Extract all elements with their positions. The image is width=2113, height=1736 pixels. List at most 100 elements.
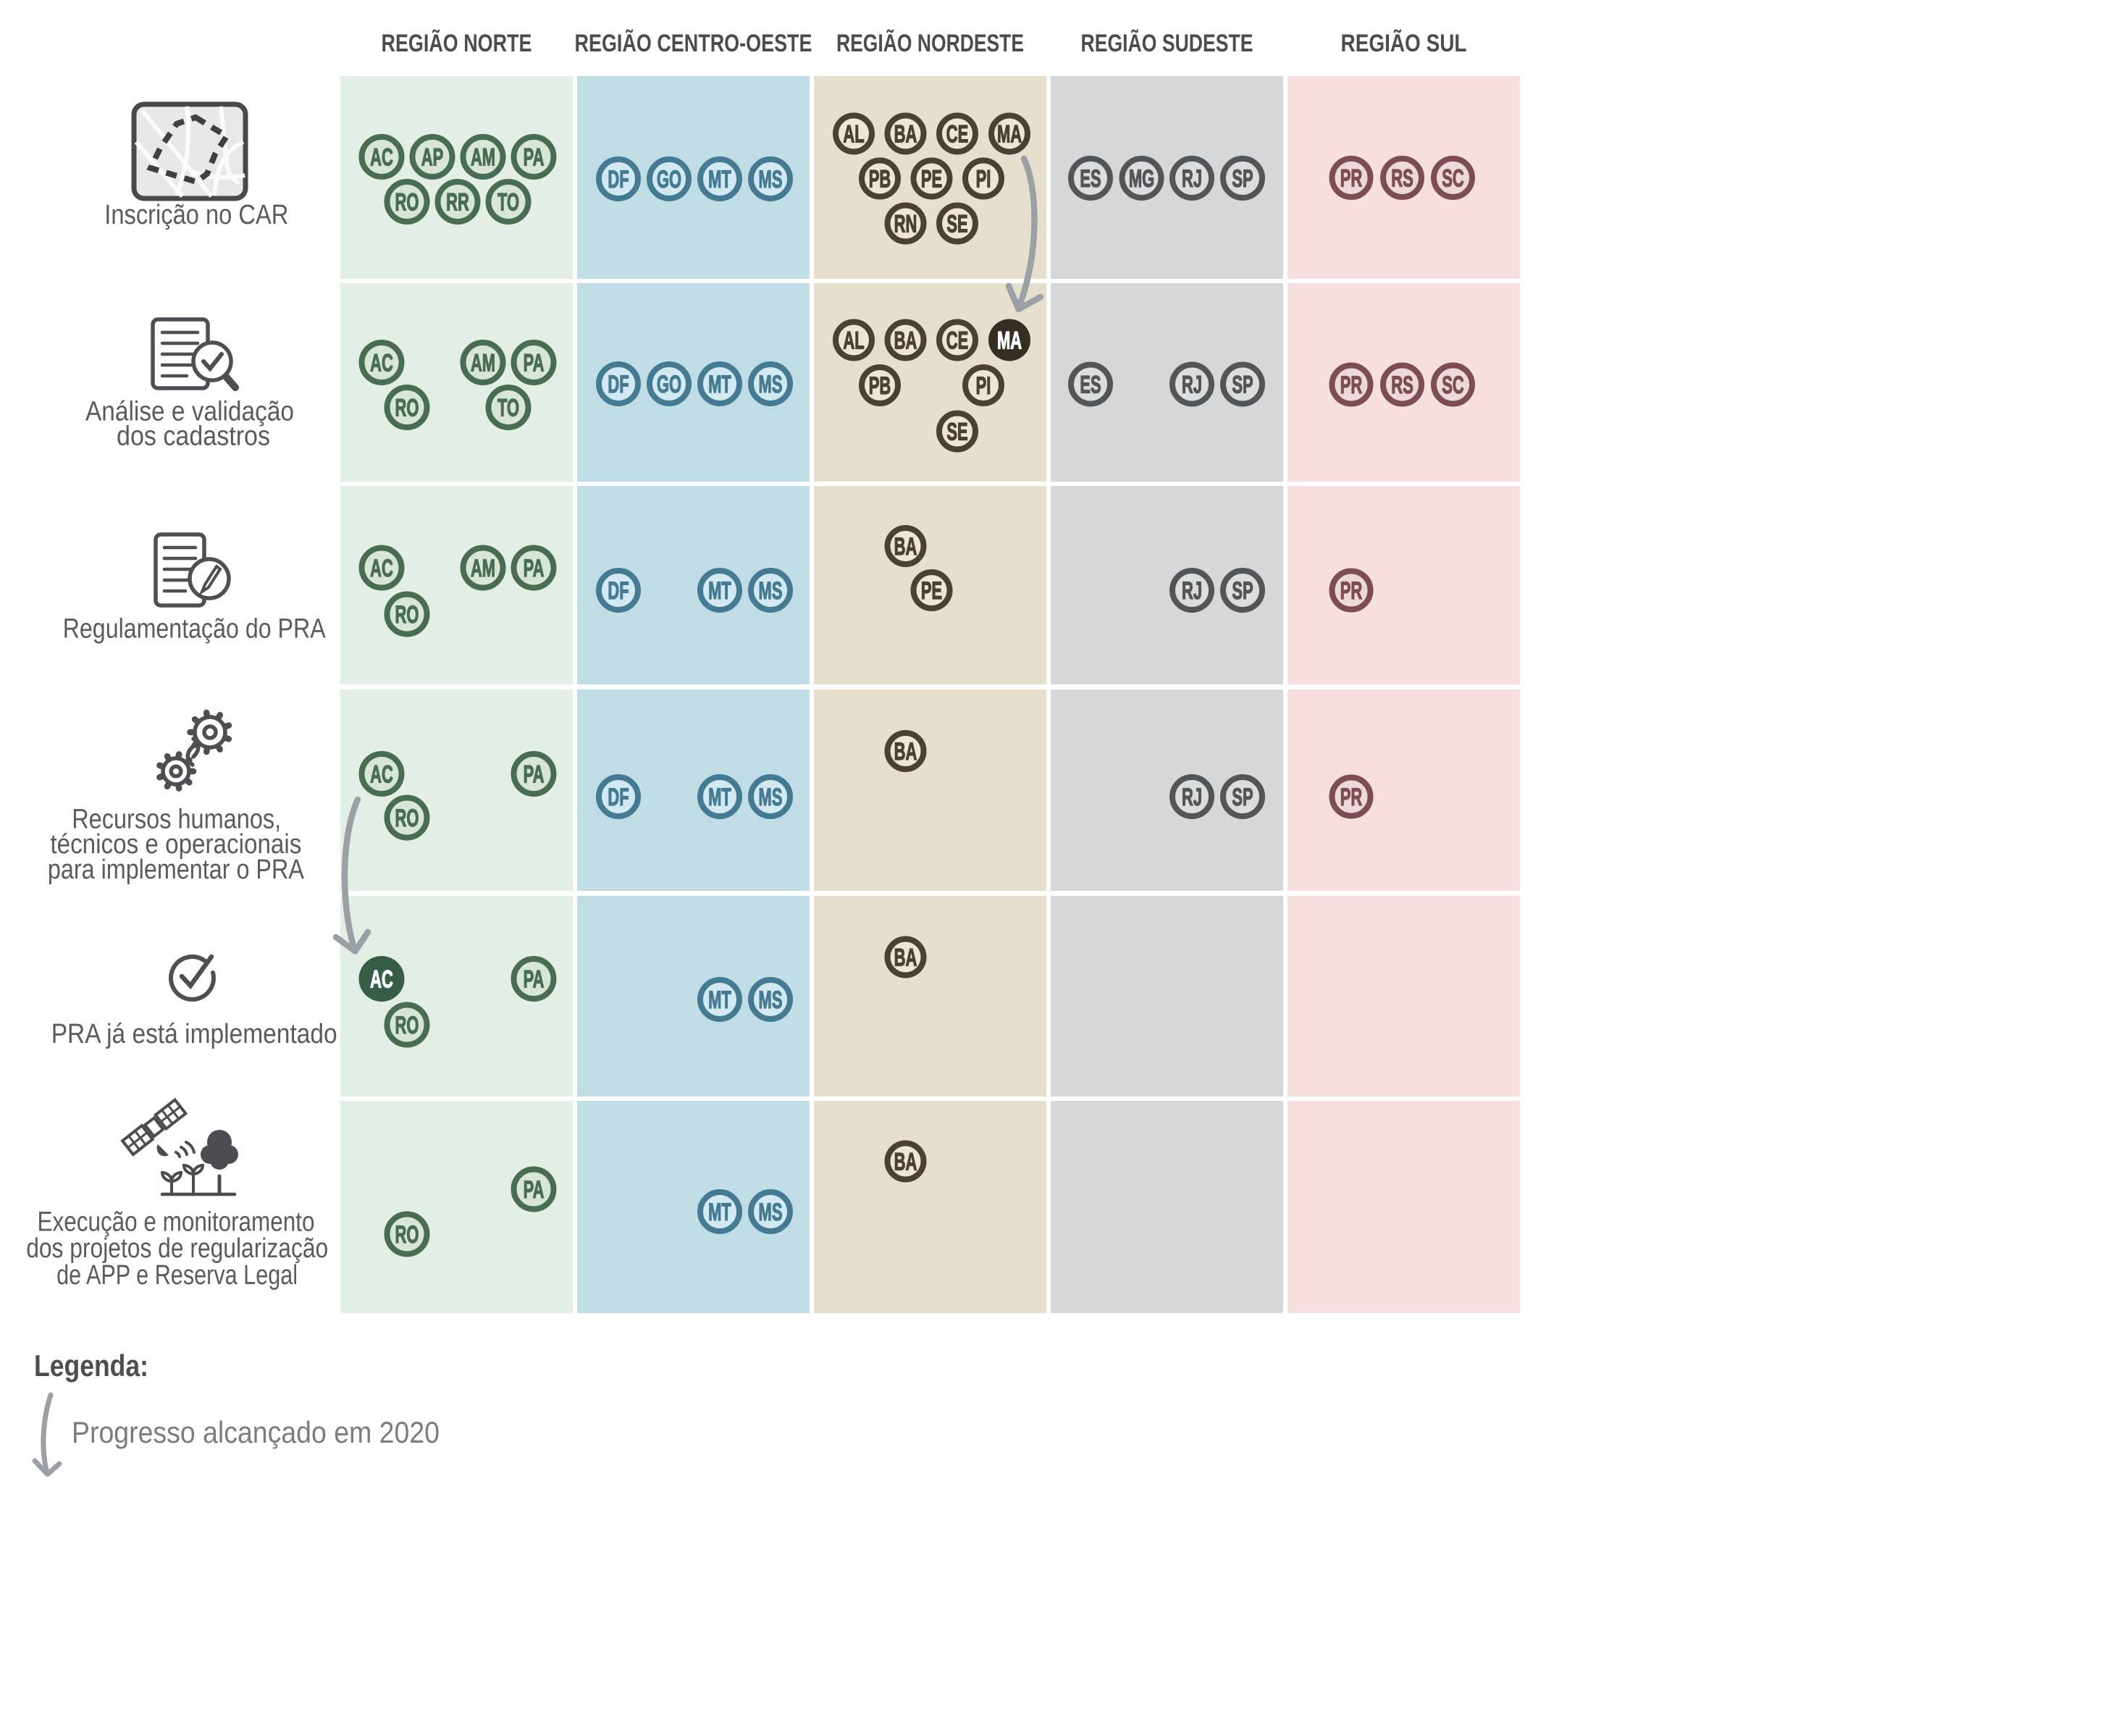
svg-text:de APP e Reserva Legal: de APP e Reserva Legal — [56, 1260, 298, 1291]
svg-text:PR: PR — [1340, 784, 1363, 811]
svg-text:PR: PR — [1340, 577, 1363, 605]
svg-text:REGIÃO NORTE: REGIÃO NORTE — [382, 30, 532, 57]
svg-text:RO: RO — [395, 1221, 419, 1249]
svg-text:MT: MT — [708, 166, 731, 193]
svg-text:RJ: RJ — [1182, 165, 1202, 193]
svg-text:PI: PI — [976, 372, 991, 400]
svg-text:MS: MS — [759, 784, 783, 811]
svg-text:GO: GO — [657, 371, 681, 398]
svg-text:REGIÃO SUL: REGIÃO SUL — [1341, 30, 1467, 57]
svg-text:RJ: RJ — [1182, 372, 1202, 399]
svg-text:DF: DF — [608, 371, 629, 398]
svg-text:PB: PB — [869, 372, 891, 400]
svg-text:RS: RS — [1391, 165, 1413, 193]
svg-text:TO: TO — [497, 395, 519, 422]
svg-text:RO: RO — [395, 1012, 419, 1039]
svg-text:RO: RO — [395, 601, 419, 629]
svg-text:REGIÃO SUDESTE: REGIÃO SUDESTE — [1081, 30, 1253, 57]
svg-text:MA: MA — [997, 121, 1022, 148]
svg-text:PI: PI — [976, 166, 991, 193]
svg-text:Recursos humanos,: Recursos humanos, — [72, 804, 281, 834]
svg-text:SE: SE — [946, 419, 967, 446]
svg-text:DF: DF — [608, 166, 629, 193]
svg-text:DF: DF — [608, 784, 629, 811]
svg-text:MT: MT — [708, 784, 731, 811]
svg-text:MS: MS — [759, 371, 783, 398]
svg-text:dos cadastros: dos cadastros — [117, 421, 270, 451]
svg-text:SP: SP — [1232, 577, 1253, 605]
svg-text:MG: MG — [1129, 165, 1154, 193]
svg-text:AC: AC — [370, 966, 393, 994]
svg-text:AC: AC — [370, 144, 393, 172]
svg-text:ES: ES — [1080, 165, 1101, 193]
svg-text:REGIÃO NORDESTE: REGIÃO NORDESTE — [836, 30, 1024, 57]
svg-text:MT: MT — [708, 371, 731, 398]
svg-text:Análise e validação: Análise e validação — [85, 397, 294, 427]
svg-text:AL: AL — [843, 327, 864, 355]
svg-text:AL: AL — [843, 121, 864, 148]
svg-text:RJ: RJ — [1182, 577, 1202, 605]
svg-text:AP: AP — [421, 144, 444, 172]
svg-text:SP: SP — [1232, 784, 1253, 811]
svg-text:PA: PA — [524, 350, 545, 377]
svg-text:MT: MT — [708, 577, 731, 605]
svg-text:para implementar o PRA: para implementar o PRA — [48, 855, 305, 885]
svg-text:RJ: RJ — [1182, 784, 1202, 811]
svg-text:RO: RO — [395, 189, 419, 217]
svg-text:BA: BA — [894, 738, 917, 766]
svg-text:Regulamentação do PRA: Regulamentação do PRA — [63, 614, 327, 645]
svg-text:AC: AC — [370, 555, 393, 582]
svg-text:SE: SE — [946, 211, 967, 238]
svg-text:Progresso alcançado em 2020: Progresso alcançado em 2020 — [72, 1415, 440, 1449]
svg-text:SC: SC — [1442, 372, 1464, 399]
svg-text:MS: MS — [759, 986, 783, 1014]
svg-text:PA: PA — [524, 144, 545, 172]
svg-text:TO: TO — [497, 189, 519, 217]
svg-text:PB: PB — [869, 166, 891, 193]
svg-text:PA: PA — [524, 761, 545, 789]
svg-text:ES: ES — [1080, 372, 1101, 399]
svg-text:MS: MS — [759, 166, 783, 193]
svg-text:BA: BA — [894, 533, 917, 561]
svg-text:RS: RS — [1391, 372, 1413, 399]
svg-text:BA: BA — [894, 1149, 917, 1176]
svg-text:PR: PR — [1340, 372, 1363, 399]
svg-text:RN: RN — [894, 211, 917, 238]
svg-text:CE: CE — [946, 327, 969, 355]
svg-text:BA: BA — [894, 327, 917, 355]
svg-text:AC: AC — [370, 761, 393, 789]
svg-text:PA: PA — [524, 1176, 545, 1204]
svg-text:REGIÃO CENTRO-OESTE: REGIÃO CENTRO-OESTE — [575, 30, 812, 57]
svg-text:RO: RO — [395, 395, 419, 422]
svg-text:DF: DF — [608, 577, 629, 605]
svg-text:BA: BA — [894, 121, 917, 148]
svg-text:Execução e monitoramento: Execução e monitoramento — [38, 1207, 315, 1237]
svg-text:SC: SC — [1442, 165, 1464, 193]
svg-text:GO: GO — [657, 166, 681, 193]
svg-text:dos projetos de regularização: dos projetos de regularização — [26, 1233, 328, 1264]
svg-text:Inscrição no CAR: Inscrição no CAR — [104, 200, 288, 230]
svg-text:CE: CE — [946, 121, 969, 148]
svg-text:PRA já está implementado: PRA já está implementado — [51, 1019, 337, 1049]
svg-text:técnicos e operacionais: técnicos e operacionais — [50, 829, 301, 860]
svg-text:PE: PE — [921, 166, 942, 193]
svg-text:AM: AM — [471, 555, 495, 582]
svg-text:AM: AM — [471, 350, 495, 377]
svg-text:BA: BA — [894, 944, 917, 972]
svg-text:MA: MA — [997, 327, 1022, 355]
svg-text:MT: MT — [708, 1199, 731, 1226]
svg-text:PE: PE — [921, 577, 942, 605]
svg-text:PA: PA — [524, 966, 545, 994]
svg-text:PR: PR — [1340, 165, 1363, 193]
svg-text:RO: RO — [395, 805, 419, 832]
svg-text:AC: AC — [370, 350, 393, 377]
svg-text:Legenda:: Legenda: — [34, 1349, 148, 1383]
svg-text:RR: RR — [446, 189, 469, 217]
svg-text:AM: AM — [471, 144, 495, 172]
svg-text:MS: MS — [759, 1199, 783, 1226]
svg-text:SP: SP — [1232, 372, 1253, 399]
svg-text:MT: MT — [708, 986, 731, 1014]
svg-text:PA: PA — [524, 555, 545, 582]
svg-text:MS: MS — [759, 577, 783, 605]
svg-text:SP: SP — [1232, 165, 1253, 193]
